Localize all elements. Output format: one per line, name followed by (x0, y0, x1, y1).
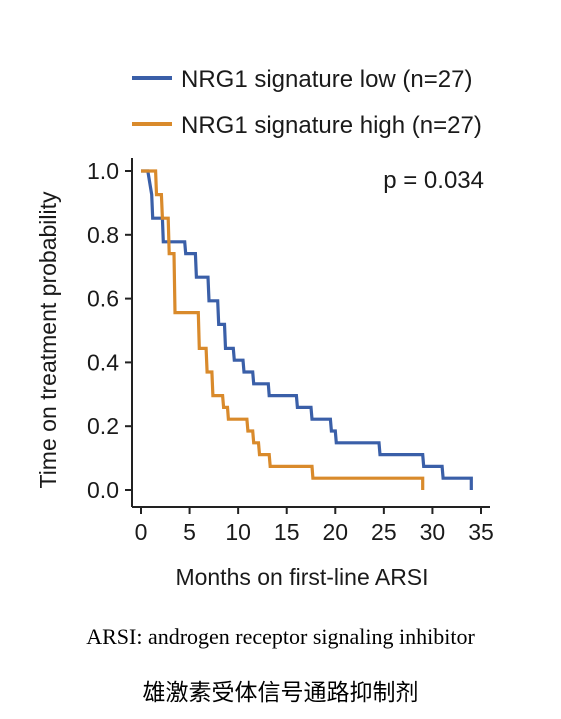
series-group (141, 169, 473, 490)
legend: NRG1 signature low (n=27) NRG1 signature … (132, 66, 482, 139)
x-axis-label: Months on first-line ARSI (175, 564, 428, 590)
caption-chinese: 雄激素受体信号通路抑制剂 (142, 680, 419, 705)
axes: 0 5 10 15 20 25 30 35 0.0 0.2 0.4 0.6 0.8 1.0 (87, 158, 494, 545)
legend-label: NRG1 signature high (n=27) (181, 112, 482, 139)
y-tick-label: 0.2 (87, 413, 119, 439)
y-tick-label: 0.0 (87, 477, 119, 503)
x-tick-label: 25 (371, 519, 397, 545)
x-tick-label: 35 (468, 519, 494, 545)
y-tick-label: 0.4 (87, 349, 119, 375)
series-line-high (141, 169, 425, 490)
y-tick-label: 1.0 (87, 158, 119, 184)
x-tick-label: 20 (322, 519, 348, 545)
x-tick-label: 0 (135, 519, 148, 545)
p-value-annotation: p = 0.034 (383, 167, 484, 194)
y-tick-label: 0.8 (87, 222, 119, 248)
x-tick-label: 5 (183, 519, 196, 545)
km-chart: NRG1 signature low (n=27) NRG1 signature … (35, 66, 494, 590)
x-tick-label: 15 (274, 519, 300, 545)
y-tick-label: 0.6 (87, 286, 119, 312)
series-line-low (141, 169, 473, 490)
legend-label: NRG1 signature low (n=27) (181, 66, 472, 93)
x-tick-label: 30 (420, 519, 446, 545)
x-tick-label: 10 (225, 519, 251, 545)
caption-english: ARSI: androgen receptor signaling inhibi… (86, 624, 475, 649)
y-axis-label: Time on treatment probability (35, 191, 61, 489)
